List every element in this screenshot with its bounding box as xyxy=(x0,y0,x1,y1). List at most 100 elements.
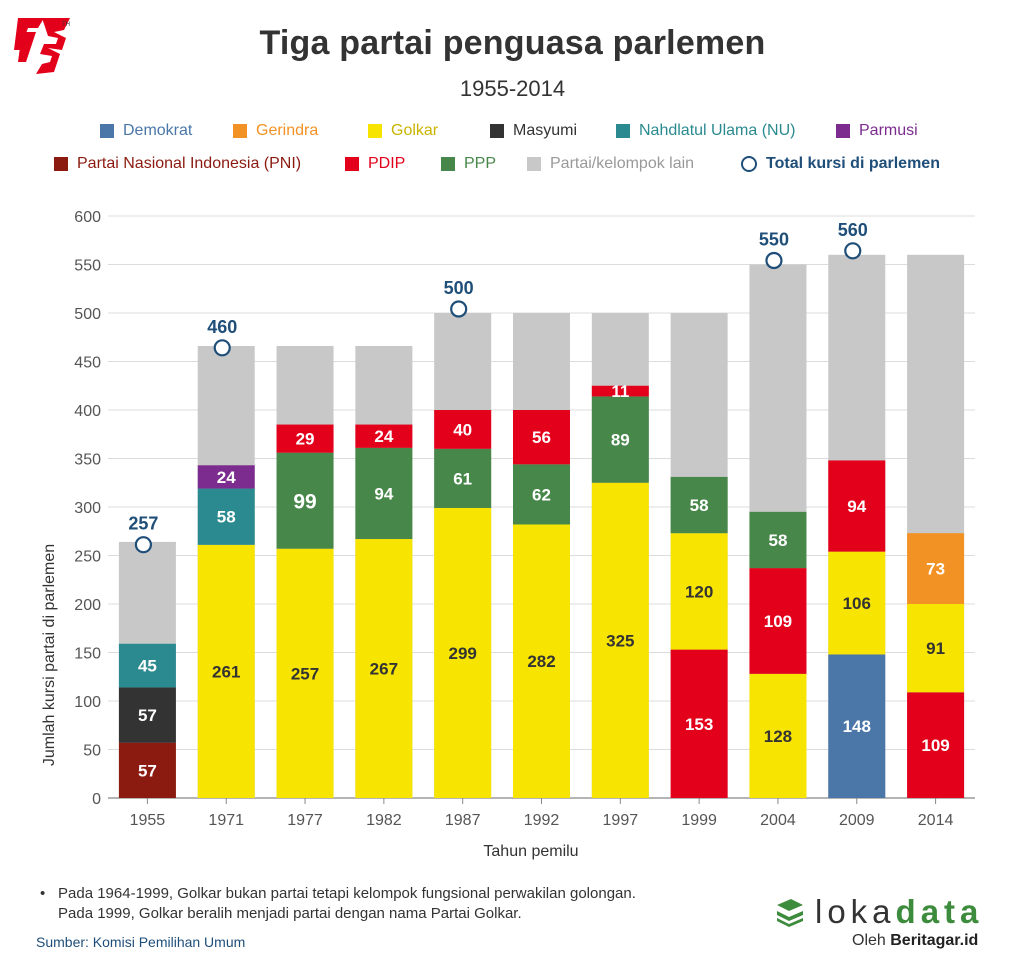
segment-value-label: 29 xyxy=(296,430,315,449)
y-tick-label: 200 xyxy=(74,597,101,614)
brand-publisher-name: Beritagar.id xyxy=(890,932,979,949)
x-axis: 1955 1971 1977 1982 1987 1992 1997 1999 2004 2009… xyxy=(130,798,954,829)
total-marker-label: 257 xyxy=(128,514,158,534)
bar-group-1971: 261 58 24 xyxy=(197,345,255,798)
y-tick-label: 150 xyxy=(74,646,101,663)
segment-value-label: 91 xyxy=(926,639,945,658)
x-tick-label: 1999 xyxy=(681,812,717,829)
x-tick-label: 1997 xyxy=(603,812,639,829)
legend-swatch-pdip xyxy=(345,157,359,171)
footnote-line-2: Pada 1999, Golkar beralih menjadi partai… xyxy=(58,905,522,922)
bar-segment xyxy=(118,742,176,798)
source-note: Sumber: Komisi Pemilihan Umum xyxy=(36,934,246,950)
segment-value-label: 45 xyxy=(138,657,157,676)
legend-swatch-nu xyxy=(616,124,630,138)
segment-value-label: 24 xyxy=(217,468,236,487)
y-tick-label: 300 xyxy=(74,500,101,517)
bar-segment xyxy=(434,448,492,508)
bar-segment xyxy=(749,511,807,569)
bar-segment xyxy=(513,464,570,525)
bar-group-1999: 153 120 58 xyxy=(670,313,728,798)
segment-value-label: 57 xyxy=(138,761,157,780)
segment-value-label: 261 xyxy=(212,662,240,681)
x-tick-label: 1971 xyxy=(208,812,244,829)
y-tick-label: 250 xyxy=(74,549,101,566)
legend-swatch-demokrat xyxy=(100,124,114,138)
bar-segment xyxy=(591,396,649,483)
y-tick-label: 100 xyxy=(74,694,101,711)
segment-value-label: 267 xyxy=(370,660,398,679)
total-marker-circle xyxy=(450,300,468,318)
legend-marker-total-icon xyxy=(741,156,757,172)
total-marker-label: 550 xyxy=(759,230,789,250)
legend-item-demokrat: Demokrat xyxy=(100,122,192,140)
total-marker-circle xyxy=(134,536,153,554)
bar-group-1977: 257 99 29 xyxy=(276,345,334,798)
bar-segment xyxy=(828,654,886,798)
segment-value-label: 58 xyxy=(690,496,709,515)
lokadata-logo: lokadata xyxy=(773,892,983,932)
segment-value-label: 120 xyxy=(685,582,713,601)
y-tick-label: 450 xyxy=(74,355,101,372)
x-tick-label: 1987 xyxy=(445,812,481,829)
bar-segment xyxy=(513,410,570,465)
bar-segment xyxy=(670,476,728,534)
x-tick-label: 2009 xyxy=(839,812,875,829)
bar-segment xyxy=(749,673,807,798)
bar-segment xyxy=(197,465,255,489)
brand-by: Oleh xyxy=(852,932,886,949)
legend-label-demokrat: Demokrat xyxy=(123,122,193,139)
bar-segment xyxy=(828,551,886,655)
x-tick-label: 2004 xyxy=(760,812,796,829)
segment-value-label: 89 xyxy=(611,431,630,450)
legend-label-parmusi: Parmusi xyxy=(859,122,918,139)
bar-segment xyxy=(118,687,176,743)
legend-item-lain: Partai/kelompok lain xyxy=(527,155,694,173)
legend-swatch-golkar xyxy=(368,124,382,138)
segment-value-label: 282 xyxy=(527,652,555,671)
bar-segment xyxy=(276,452,334,549)
y-axis: 0 50 100 150 200 250 300 350 400 450 500 550 600 xyxy=(74,209,101,808)
chart-subtitle: 1955-2014 xyxy=(459,76,566,101)
bar-group-1955: 57 57 45 xyxy=(118,541,176,798)
bar-segment xyxy=(670,533,728,650)
legend-label-lain: Partai/kelompok lain xyxy=(550,155,695,172)
bar-segment xyxy=(434,410,492,449)
legend-item-nu: Nahdlatul Ulama (NU) xyxy=(616,122,796,140)
bar-group-1982: 267 94 24 xyxy=(355,345,413,798)
bar-group-2004: 128 109 58 xyxy=(749,264,807,798)
segment-value-label: 57 xyxy=(138,706,157,725)
footnote-line-1: Pada 1964-1999, Golkar bukan partai teta… xyxy=(58,885,636,902)
bar-group-1997: 325 89 11 xyxy=(591,313,649,798)
legend-swatch-masyumi xyxy=(490,124,504,138)
segment-value-label: 153 xyxy=(685,715,713,734)
y-axis-title: Jumlah kursi partai di parlemen xyxy=(41,544,58,766)
x-tick-label: 2014 xyxy=(918,812,954,829)
legend-item-masyumi: Masyumi xyxy=(490,122,577,140)
segment-value-label: 94 xyxy=(847,497,866,516)
total-markers: 257 460 500 550 560 xyxy=(128,220,868,554)
bar-segment xyxy=(434,507,492,798)
bar-segment xyxy=(118,643,176,688)
legend-swatch-lain xyxy=(527,157,541,171)
segment-value-label: 62 xyxy=(532,485,551,504)
legend-item-gerindra: Gerindra xyxy=(233,122,318,140)
chart-title: Tiga partai penguasa parlemen xyxy=(259,24,766,62)
segment-value-label: 109 xyxy=(764,612,792,631)
lokadata-leaf-icon xyxy=(777,899,803,927)
legend-item-ppp: PPP xyxy=(441,155,496,173)
segment-value-label: 128 xyxy=(764,727,792,746)
legend-item-pdip: PDIP xyxy=(345,155,405,173)
y-tick-label: 400 xyxy=(74,403,101,420)
bar-segment xyxy=(355,424,413,448)
segment-value-label: 24 xyxy=(374,427,393,446)
y-tick-label: 500 xyxy=(74,306,101,323)
y-tick-label: 0 xyxy=(92,791,101,808)
total-marker-label: 500 xyxy=(444,278,474,298)
bar-segment xyxy=(197,544,255,798)
legend-item-total: Total kursi di parlemen xyxy=(741,155,940,173)
x-tick-label: 1992 xyxy=(524,812,560,829)
bar-segment xyxy=(670,649,728,798)
bar-segment xyxy=(828,460,886,552)
legend-swatch-parmusi xyxy=(836,124,850,138)
